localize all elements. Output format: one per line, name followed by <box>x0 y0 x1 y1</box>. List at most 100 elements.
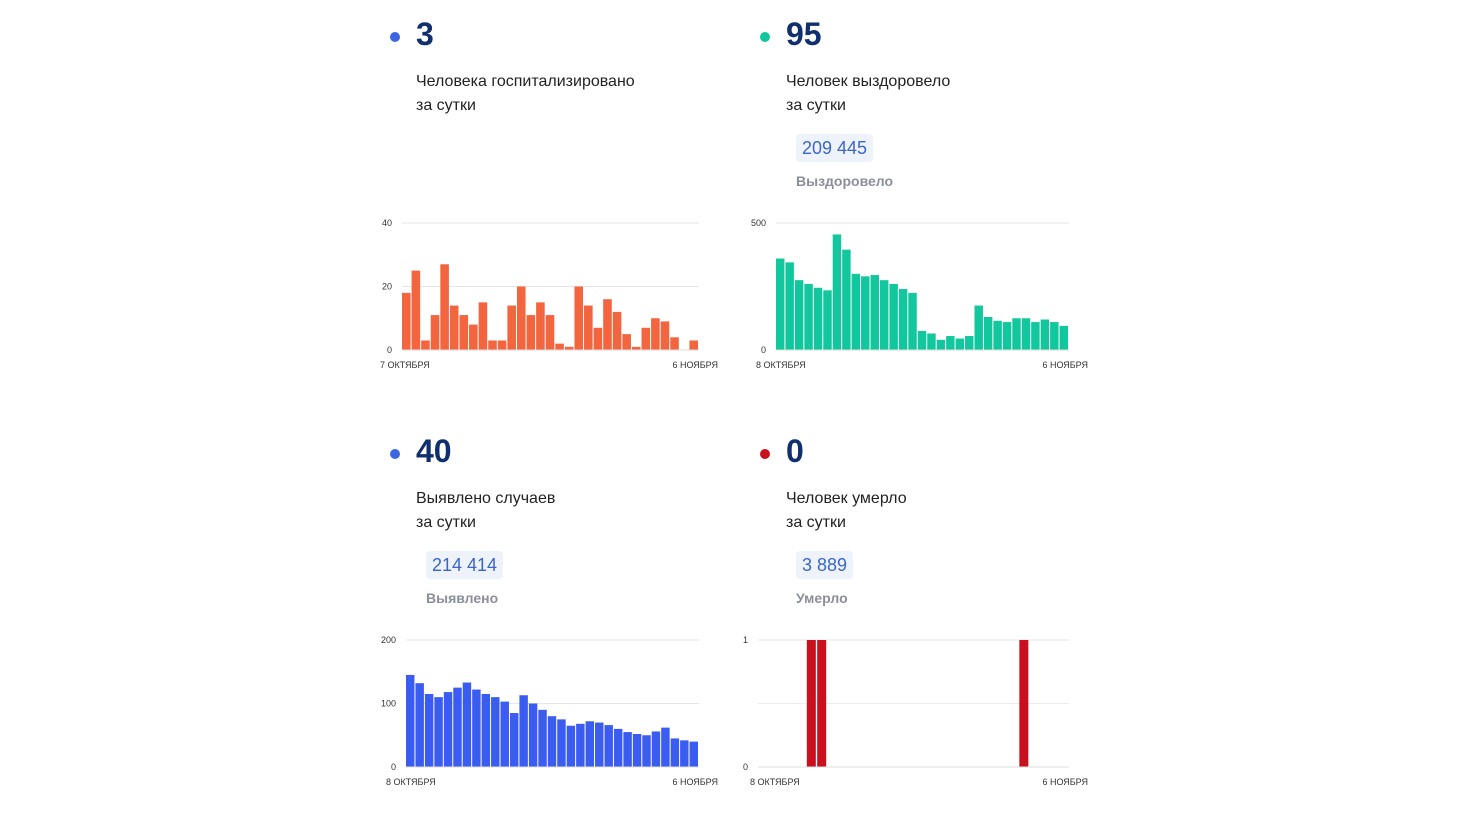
bar <box>936 339 946 350</box>
total-label: Выздоровело <box>796 173 894 189</box>
label-line-1: Человек умерло <box>786 490 907 507</box>
bar <box>898 289 908 350</box>
x-end-label: 6 НОЯБРЯ <box>672 777 718 787</box>
bar <box>557 719 566 767</box>
bar <box>806 640 816 767</box>
label-line-1: Человек выздоровело <box>786 73 951 90</box>
bar <box>632 733 642 767</box>
bar <box>861 276 870 350</box>
bar <box>462 682 472 767</box>
y-tick-label: 100 <box>381 699 396 709</box>
daily-label: Выявлено случаев за сутки <box>416 487 696 535</box>
bar <box>415 683 424 767</box>
bar <box>538 709 547 767</box>
label-line-2: за сутки <box>786 97 846 114</box>
bar <box>1002 322 1012 350</box>
indicator-dot <box>760 32 770 42</box>
bar <box>488 340 497 350</box>
label-line-2: за сутки <box>416 514 476 531</box>
bar <box>519 695 528 767</box>
y-tick-label: 40 <box>382 218 392 228</box>
bar <box>481 693 491 767</box>
bar <box>509 713 519 767</box>
daily-label: Человек умерло за сутки <box>786 487 1066 535</box>
total-value: 3 889 <box>796 551 854 579</box>
bar <box>421 340 430 350</box>
bar <box>507 305 516 350</box>
daily-label: Человека госпитализировано за сутки <box>416 70 696 118</box>
x-start-label: 8 ОКТЯБРЯ <box>756 360 806 370</box>
y-tick-label: 0 <box>391 762 396 772</box>
bar <box>595 722 604 767</box>
bar <box>813 287 823 350</box>
x-end-label: 6 НОЯБРЯ <box>1042 360 1088 370</box>
deaths-bar-chart: 0 1 8 ОКТЯБРЯ 6 НОЯБРЯ <box>743 635 1088 787</box>
hospitalized-bar-chart: 0 20 40 7 ОКТЯБРЯ 6 НОЯБРЯ <box>380 218 718 370</box>
bar <box>406 674 415 767</box>
bar <box>851 273 861 350</box>
y-tick-label: 0 <box>743 762 748 772</box>
daily-value: 95 <box>786 16 822 52</box>
bar <box>612 311 622 350</box>
bar <box>660 321 670 350</box>
bar <box>449 305 459 350</box>
daily-value: 3 <box>416 16 434 52</box>
label-line-1: Человека госпитализировано <box>416 73 635 90</box>
bar <box>584 305 593 350</box>
bar <box>574 286 584 350</box>
bar <box>917 330 927 350</box>
bar <box>500 701 509 767</box>
bar <box>536 302 545 350</box>
bar <box>974 305 983 350</box>
bar <box>453 687 462 767</box>
panel-recovered: 95 Человек выздоровело за сутки 209 445 … <box>746 10 1106 410</box>
bar <box>402 292 411 350</box>
bar <box>965 336 974 350</box>
cases-bar-chart: 0 100 200 8 ОКТЯБРЯ 6 НОЯБРЯ <box>381 635 718 787</box>
bar <box>491 697 500 767</box>
bar <box>478 302 488 350</box>
bar <box>680 740 689 767</box>
label-line-2: за сутки <box>416 97 476 114</box>
bar <box>516 286 526 350</box>
bar <box>443 692 453 767</box>
bar <box>497 340 507 350</box>
indicator-dot <box>390 32 400 42</box>
daily-label: Человек выздоровело за сутки <box>786 70 1066 118</box>
bar <box>593 327 603 350</box>
bar <box>424 693 434 767</box>
bar <box>576 723 585 767</box>
bar <box>434 697 443 767</box>
bar <box>547 716 557 767</box>
bar <box>613 728 623 767</box>
bar <box>564 346 574 350</box>
bar <box>1012 318 1021 350</box>
indicator-dot <box>760 449 770 459</box>
bar <box>603 299 612 350</box>
bar <box>1040 319 1050 350</box>
y-tick-label: 1 <box>743 635 748 645</box>
x-end-label: 6 НОЯБРЯ <box>1042 777 1088 787</box>
y-tick-label: 0 <box>387 345 392 355</box>
bar <box>1031 322 1040 350</box>
bar <box>430 315 440 350</box>
bar <box>622 334 631 350</box>
bar <box>1050 322 1059 350</box>
total-label: Умерло <box>796 590 848 606</box>
y-tick-label: 200 <box>381 635 396 645</box>
bar <box>776 258 785 350</box>
bar <box>983 316 993 350</box>
bar <box>651 731 661 767</box>
bar <box>1021 318 1031 350</box>
bar <box>472 689 481 767</box>
bar <box>585 721 595 767</box>
bar <box>870 275 879 350</box>
x-start-label: 8 ОКТЯБРЯ <box>750 777 800 787</box>
total-value: 214 414 <box>426 551 504 579</box>
total-label: Выявлено <box>426 590 499 606</box>
bar <box>411 270 421 350</box>
bar <box>908 292 917 350</box>
bar <box>641 327 651 350</box>
bar <box>440 264 449 350</box>
bar <box>528 703 538 767</box>
